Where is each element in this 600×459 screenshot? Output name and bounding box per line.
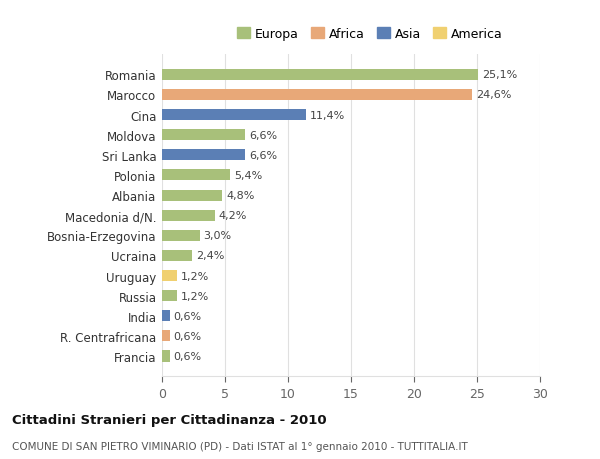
Text: 6,6%: 6,6% (249, 151, 277, 161)
Text: 0,6%: 0,6% (173, 351, 202, 361)
Bar (162, 250, 192, 262)
Text: 4,8%: 4,8% (226, 190, 254, 201)
Text: 1,2%: 1,2% (181, 291, 209, 301)
Bar (162, 110, 305, 121)
Text: 1,2%: 1,2% (181, 271, 209, 281)
Bar (162, 311, 170, 322)
Bar (162, 230, 200, 241)
Text: 6,6%: 6,6% (249, 130, 277, 140)
Bar (162, 130, 245, 141)
Bar (162, 190, 223, 201)
Bar (162, 150, 245, 161)
Text: Cittadini Stranieri per Cittadinanza - 2010: Cittadini Stranieri per Cittadinanza - 2… (12, 413, 326, 426)
Text: 2,4%: 2,4% (196, 251, 224, 261)
Text: 11,4%: 11,4% (310, 110, 344, 120)
Bar (162, 291, 177, 302)
Bar (162, 90, 472, 101)
Text: 0,6%: 0,6% (173, 311, 202, 321)
Legend: Europa, Africa, Asia, America: Europa, Africa, Asia, America (232, 22, 508, 45)
Bar (162, 210, 215, 221)
Text: 25,1%: 25,1% (482, 70, 517, 80)
Bar (162, 270, 177, 281)
Bar (162, 170, 230, 181)
Bar (162, 351, 170, 362)
Bar (162, 70, 478, 81)
Bar (162, 330, 170, 341)
Text: COMUNE DI SAN PIETRO VIMINARIO (PD) - Dati ISTAT al 1° gennaio 2010 - TUTTITALIA: COMUNE DI SAN PIETRO VIMINARIO (PD) - Da… (12, 441, 468, 451)
Text: 3,0%: 3,0% (203, 231, 232, 241)
Text: 0,6%: 0,6% (173, 331, 202, 341)
Text: 24,6%: 24,6% (476, 90, 511, 100)
Text: 4,2%: 4,2% (218, 211, 247, 221)
Text: 5,4%: 5,4% (234, 171, 262, 180)
